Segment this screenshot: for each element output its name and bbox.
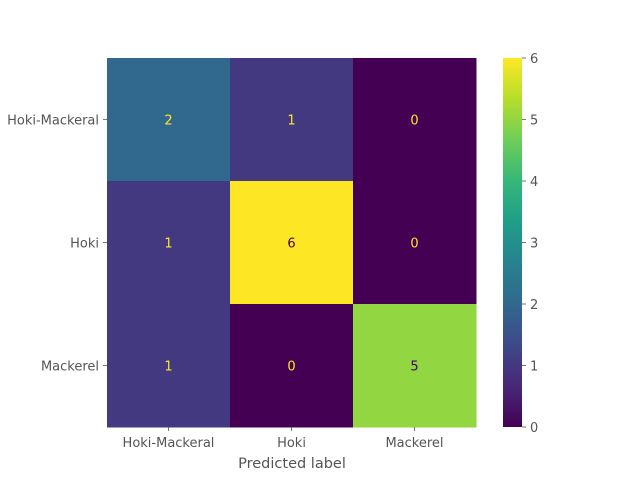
y-tick-label: Hoki-Mackeral xyxy=(7,114,99,129)
cell-value-label: 0 xyxy=(410,114,418,129)
heatmap-cell xyxy=(353,304,477,428)
cell-value-labels: 2 1 0 1 6 0 1 0 5 xyxy=(164,114,418,375)
y-tick-labels: Hoki-Mackeral Hoki Mackerel xyxy=(7,114,107,375)
heatmap-cells xyxy=(107,58,477,428)
x-tick-label: Mackerel xyxy=(385,436,443,451)
x-tick-label: Hoki-Mackeral xyxy=(123,436,215,451)
heatmap-cell xyxy=(107,181,231,305)
heatmap-cell xyxy=(230,304,354,428)
y-tick-label: Hoki xyxy=(70,237,99,252)
cell-value-label: 1 xyxy=(164,360,172,375)
cell-value-label: 6 xyxy=(287,237,295,252)
x-tick-label: Hoki xyxy=(277,436,306,451)
x-axis-label: Predicted label xyxy=(238,456,346,472)
colorbar-tick-label: 2 xyxy=(530,298,538,313)
heatmap-cell xyxy=(230,58,354,182)
colorbar-tick-label: 3 xyxy=(530,237,538,252)
heatmap-cell xyxy=(353,181,477,305)
colorbar-tick-labels: 0 1 2 3 4 5 6 xyxy=(522,52,538,436)
colorbar-tick-label: 6 xyxy=(530,52,538,67)
x-tick-labels: Hoki-Mackeral Hoki Mackerel xyxy=(123,427,444,451)
cell-value-label: 2 xyxy=(164,114,172,129)
heatmap-cell xyxy=(353,58,477,182)
cell-value-label: 0 xyxy=(410,237,418,252)
colorbar-tick-label: 4 xyxy=(530,175,538,190)
cell-value-label: 0 xyxy=(287,360,295,375)
heatmap-cell xyxy=(107,58,231,182)
colorbar-tick-label: 0 xyxy=(530,421,538,436)
cell-value-label: 5 xyxy=(410,360,418,375)
colorbar-tick-label: 5 xyxy=(530,114,538,129)
y-tick-label: Mackerel xyxy=(41,360,99,375)
cell-value-label: 1 xyxy=(164,237,172,252)
heatmap-cell xyxy=(107,304,231,428)
cell-value-label: 1 xyxy=(287,114,295,129)
colorbar xyxy=(503,58,522,427)
colorbar-tick-label: 1 xyxy=(530,360,538,375)
heatmap-cell xyxy=(230,181,354,305)
